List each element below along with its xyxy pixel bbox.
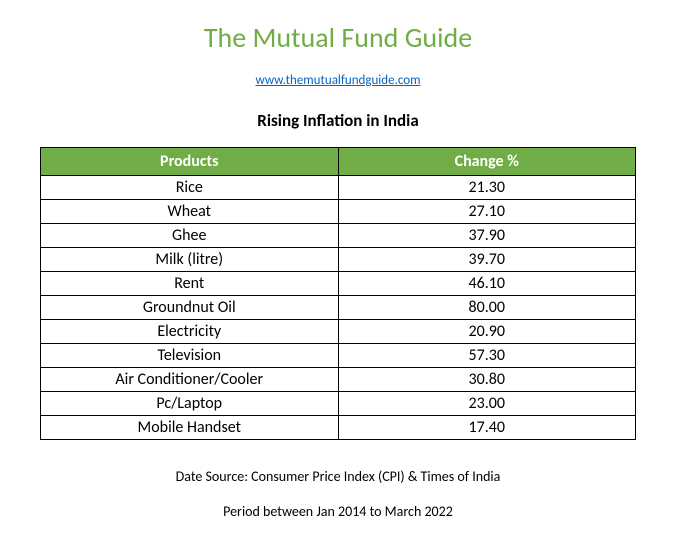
table-body: Rice21.30Wheat27.10Ghee37.90Milk (litre)…: [41, 176, 636, 440]
product-cell: Rice: [41, 176, 339, 200]
table-row: Rice21.30: [41, 176, 636, 200]
change-cell: 30.80: [338, 368, 636, 392]
change-cell: 39.70: [338, 248, 636, 272]
product-cell: Groundnut Oil: [41, 296, 339, 320]
product-cell: Mobile Handset: [41, 416, 339, 440]
product-cell: Ghee: [41, 224, 339, 248]
table-row: Rent46.10: [41, 272, 636, 296]
change-cell: 21.30: [338, 176, 636, 200]
table-row: Air Conditioner/Cooler30.80: [41, 368, 636, 392]
table-row: Wheat27.10: [41, 200, 636, 224]
table-row: Television57.30: [41, 344, 636, 368]
table-row: Ghee37.90: [41, 224, 636, 248]
product-cell: Milk (litre): [41, 248, 339, 272]
site-url-link[interactable]: www.themutualfundguide.com: [40, 73, 636, 88]
table-row: Mobile Handset17.40: [41, 416, 636, 440]
change-cell: 37.90: [338, 224, 636, 248]
table-row: Milk (litre)39.70: [41, 248, 636, 272]
change-cell: 46.10: [338, 272, 636, 296]
table-header-row: Products Change %: [41, 148, 636, 176]
site-title: The Mutual Fund Guide: [40, 20, 636, 55]
period-text: Period between Jan 2014 to March 2022: [40, 503, 636, 520]
table-row: Groundnut Oil80.00: [41, 296, 636, 320]
column-header-products: Products: [41, 148, 339, 176]
product-cell: Television: [41, 344, 339, 368]
product-cell: Wheat: [41, 200, 339, 224]
change-cell: 17.40: [338, 416, 636, 440]
product-cell: Rent: [41, 272, 339, 296]
table-row: Electricity20.90: [41, 320, 636, 344]
product-cell: Air Conditioner/Cooler: [41, 368, 339, 392]
change-cell: 20.90: [338, 320, 636, 344]
table-row: Pc/Laptop23.00: [41, 392, 636, 416]
change-cell: 57.30: [338, 344, 636, 368]
product-cell: Electricity: [41, 320, 339, 344]
change-cell: 27.10: [338, 200, 636, 224]
column-header-change: Change %: [338, 148, 636, 176]
data-source-text: Date Source: Consumer Price Index (CPI) …: [40, 468, 636, 485]
change-cell: 23.00: [338, 392, 636, 416]
product-cell: Pc/Laptop: [41, 392, 339, 416]
inflation-table: Products Change % Rice21.30Wheat27.10Ghe…: [40, 147, 636, 440]
chart-title: Rising Inflation in India: [40, 110, 636, 131]
change-cell: 80.00: [338, 296, 636, 320]
